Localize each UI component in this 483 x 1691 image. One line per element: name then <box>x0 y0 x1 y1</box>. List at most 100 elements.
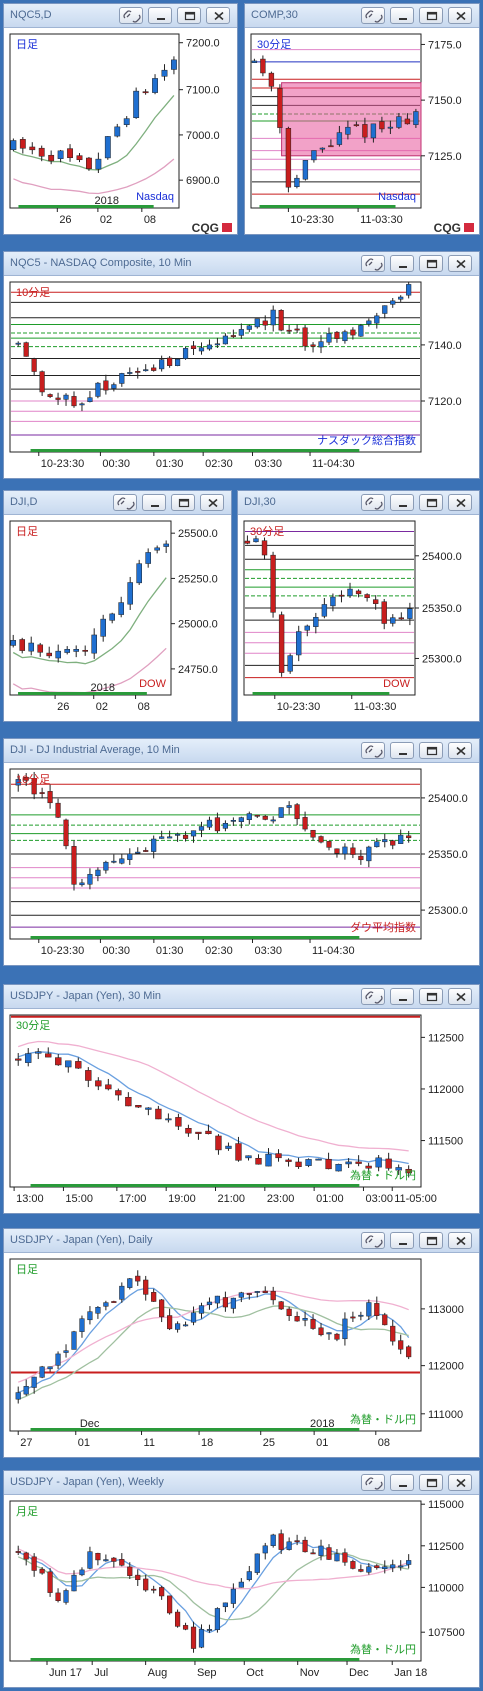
session-bar <box>30 1184 360 1187</box>
minimize-button[interactable] <box>390 1232 414 1249</box>
titlebar[interactable]: USDJPY - Japan (Yen), Weekly <box>4 1471 479 1495</box>
candle <box>123 116 130 128</box>
chart-window-usdjpy-weekly[interactable]: USDJPY - Japan (Yen), Weekly 115000 11250… <box>3 1470 480 1688</box>
chart-area[interactable]: 25500.0 25250.0 25000.0 24750.0 26 02 08 日足 DOW 2… <box>4 515 232 722</box>
candle <box>48 150 55 165</box>
candle <box>260 55 266 77</box>
chart-window-nqc5-daily[interactable]: NQC5,D 7200.0 7100.0 7000.0 6900.0 26 02 08 日足 N… <box>3 3 238 235</box>
candle <box>285 1158 292 1167</box>
candle <box>261 537 268 560</box>
chart-window-dji-10min[interactable]: DJI - DJ Industrial Average, 10 Min 2540… <box>3 738 480 966</box>
time-label: 11-03:30 <box>354 701 397 713</box>
titlebar[interactable]: COMP,30 <box>245 4 479 28</box>
chart-area[interactable]: 115000 112500 110000 107500 Jun 17 Jul Aug Sep O… <box>4 1495 480 1688</box>
minimize-button[interactable] <box>390 255 414 272</box>
candle <box>119 1282 125 1303</box>
minimize-button[interactable] <box>148 7 172 24</box>
candle <box>366 1299 372 1320</box>
candle <box>382 305 388 319</box>
candle <box>47 393 53 399</box>
candle <box>182 346 189 360</box>
candle <box>87 391 93 403</box>
chart-area[interactable]: 112500 112000 111500 13:00 15:00 17:00 19:00 21… <box>4 1009 480 1214</box>
close-icon <box>456 1236 466 1246</box>
candle-body <box>262 320 268 326</box>
link-button[interactable] <box>361 1232 385 1249</box>
minimize-button[interactable] <box>390 1474 414 1491</box>
maximize-button[interactable] <box>419 7 443 24</box>
minimize-button[interactable] <box>142 494 166 511</box>
candle <box>374 312 380 329</box>
time-label: 23:00 <box>267 1193 295 1205</box>
candle-body <box>15 1551 21 1553</box>
candle-body <box>325 1158 332 1170</box>
titlebar[interactable]: DJI,30 <box>238 491 479 515</box>
close-button[interactable] <box>448 255 472 272</box>
chart-area[interactable]: 25400.0 25350.0 25300.0 10-23:30 00:30 01:30 0… <box>4 763 480 966</box>
titlebar[interactable]: USDJPY - Japan (Yen), Daily <box>4 1229 479 1253</box>
minimize-button[interactable] <box>390 988 414 1005</box>
candle-body <box>370 123 377 139</box>
candle <box>270 1286 276 1305</box>
maximize-button[interactable] <box>419 255 443 272</box>
link-button[interactable] <box>361 988 385 1005</box>
close-button[interactable] <box>200 494 224 511</box>
chart-window-nqc5-10min[interactable]: NQC5 - NASDAQ Composite, 10 Min 7140.0 71… <box>3 251 480 479</box>
link-button[interactable] <box>113 494 137 511</box>
chart-area[interactable]: 7175.0 7150.0 7125.0 10-23:30 11-03:30 30分足 Na… <box>245 28 480 235</box>
candle <box>19 637 26 654</box>
chart-area[interactable]: 7140.0 7120.0 10-23:30 00:30 01:30 02:30 03:30… <box>4 276 480 479</box>
chart-area[interactable]: 25400.0 25350.0 25300.0 10-23:30 11-03:30 30分… <box>238 515 480 722</box>
maximize-button[interactable] <box>171 494 195 511</box>
chart-window-usdjpy-daily[interactable]: USDJPY - Japan (Yen), Daily 113000 112000… <box>3 1228 480 1458</box>
candle <box>143 1574 149 1592</box>
chart-window-dji-30[interactable]: DJI,30 25400.0 25350.0 25300.0 10-23:30 11-0… <box>237 490 480 722</box>
candle <box>302 324 308 351</box>
maximize-button[interactable] <box>419 1474 443 1491</box>
period-label: 月足 <box>16 1506 38 1518</box>
candle-body <box>214 817 221 832</box>
close-button[interactable] <box>448 1474 472 1491</box>
maximize-button[interactable] <box>419 494 443 511</box>
titlebar[interactable]: USDJPY - Japan (Yen), 30 Min <box>4 985 479 1009</box>
titlebar[interactable]: DJI - DJ Industrial Average, 10 Min <box>4 739 479 763</box>
candle <box>345 1158 352 1169</box>
chart-area[interactable]: 113000 112000 111000 27 01 11 18 25 01 08 日足為替・ドル円… <box>4 1253 480 1458</box>
candle <box>406 1345 412 1360</box>
candle-body <box>246 1293 252 1295</box>
link-button[interactable] <box>361 7 385 24</box>
maximize-button[interactable] <box>419 1232 443 1249</box>
candle-body <box>326 1332 332 1335</box>
titlebar[interactable]: NQC5 - NASDAQ Composite, 10 Min <box>4 252 479 276</box>
titlebar[interactable]: DJI,D <box>4 491 231 515</box>
link-button[interactable] <box>361 742 385 759</box>
titlebar[interactable]: NQC5,D <box>4 4 237 28</box>
maximize-button[interactable] <box>419 988 443 1005</box>
chart-area[interactable]: 7200.0 7100.0 7000.0 6900.0 26 02 08 日足 Nasdaq 20… <box>4 28 238 235</box>
maximize-button[interactable] <box>419 742 443 759</box>
chart-window-dji-daily[interactable]: DJI,D 25500.0 25250.0 25000.0 24750.0 26 02 08… <box>3 490 232 722</box>
close-button[interactable] <box>448 742 472 759</box>
link-button[interactable] <box>361 255 385 272</box>
candle-body <box>136 563 142 584</box>
close-button[interactable] <box>448 988 472 1005</box>
chart-window-usdjpy-30[interactable]: USDJPY - Japan (Yen), 30 Min 112500 11200… <box>3 984 480 1214</box>
candle-body <box>270 554 276 613</box>
minimize-button[interactable] <box>390 494 414 511</box>
candle-body <box>39 371 45 393</box>
minimize-button[interactable] <box>390 7 414 24</box>
maximize-button[interactable] <box>177 7 201 24</box>
link-button[interactable] <box>119 7 143 24</box>
link-button[interactable] <box>361 494 385 511</box>
close-button[interactable] <box>448 7 472 24</box>
close-button[interactable] <box>206 7 230 24</box>
close-button[interactable] <box>448 1232 472 1249</box>
candle-body <box>277 88 283 128</box>
close-button[interactable] <box>448 494 472 511</box>
link-button[interactable] <box>361 1474 385 1491</box>
candle-body <box>31 1556 37 1571</box>
candle-body <box>143 1279 149 1295</box>
chart-window-comp-30[interactable]: COMP,30 7175.0 7150.0 7125.0 10-23:30 11-03:… <box>244 3 480 235</box>
candle <box>55 392 61 405</box>
minimize-button[interactable] <box>390 742 414 759</box>
